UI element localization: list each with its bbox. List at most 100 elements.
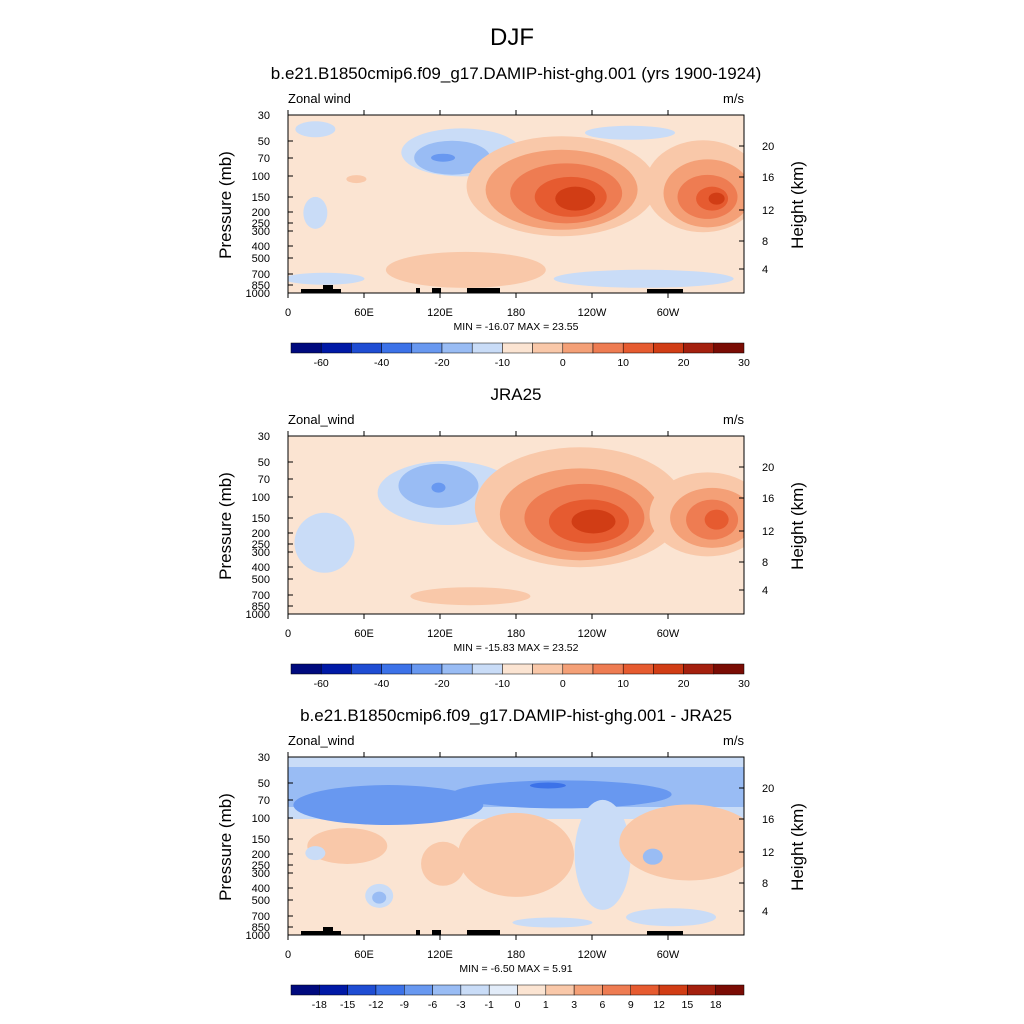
contour-region (574, 799, 631, 910)
colorbar-swatch (411, 663, 443, 675)
colorbar-swatch (562, 663, 594, 675)
x-tick-label: 120E (427, 949, 453, 961)
contour-region (708, 192, 725, 205)
height-tick-label: 16 (762, 814, 774, 826)
contour-region (555, 186, 596, 211)
contour-region (305, 846, 326, 861)
terrain-mask (301, 931, 341, 935)
height-tick-label: 12 (762, 205, 774, 217)
height-tick-label: 4 (762, 264, 768, 276)
y-tick-label: 100 (252, 171, 270, 183)
height-tick-label: 20 (762, 141, 774, 153)
colorbar-swatch (683, 342, 715, 354)
terrain-mask (323, 285, 333, 293)
y-tick-label: 300 (252, 868, 270, 880)
height-tick-label: 8 (762, 557, 768, 569)
colorbar-label: 0 (515, 999, 521, 1011)
y-tick-label: 500 (252, 895, 270, 907)
terrain-mask (467, 288, 500, 293)
colorbar-swatch (562, 342, 594, 354)
colorbar-label: -40 (374, 678, 389, 690)
y-tick-label: 400 (252, 562, 270, 574)
y-tick-label: 100 (252, 813, 270, 825)
y-tick-label: 700 (252, 590, 270, 602)
panel-1: b.e21.B1850cmip6.f09_g17.DAMIP-hist-ghg.… (216, 64, 807, 369)
colorbar-swatch (290, 984, 320, 996)
colorbar-label: -3 (456, 999, 465, 1011)
colorbar-label: -60 (314, 678, 329, 690)
terrain-mask (432, 288, 441, 293)
x-tick-label: 60W (657, 949, 680, 961)
colorbar-swatch (622, 663, 654, 675)
colorbar-swatch (411, 342, 443, 354)
y-tick-label: 150 (252, 192, 270, 204)
contour-region (571, 509, 616, 534)
colorbar-swatch (441, 663, 473, 675)
y-tick-label: 400 (252, 883, 270, 895)
colorbar-label: 20 (678, 678, 690, 690)
y-tick-label: 50 (258, 136, 270, 148)
x-tick-label: 0 (285, 949, 291, 961)
y-tick-label: 70 (258, 474, 270, 486)
y-tick-label: 150 (252, 513, 270, 525)
x-tick-label: 120W (578, 628, 607, 640)
colorbar-label: 9 (628, 999, 634, 1011)
colorbar-label: 18 (710, 999, 722, 1011)
colorbar-label: 15 (682, 999, 694, 1011)
panel-title: b.e21.B1850cmip6.f09_g17.DAMIP-hist-ghg.… (300, 706, 732, 725)
y-tick-label: 200 (252, 207, 270, 219)
x-tick-label: 60W (657, 628, 680, 640)
colorbar-swatch (532, 342, 564, 354)
y-tick-label: 250 (252, 218, 270, 230)
contour-field (288, 436, 744, 614)
colorbar-label: -20 (434, 357, 449, 369)
colorbar-swatch (653, 663, 684, 675)
terrain-mask (323, 927, 333, 935)
contour-region (458, 812, 574, 897)
contour-region (704, 509, 729, 530)
height-tick-label: 4 (762, 906, 768, 918)
colorbar-label: 10 (617, 678, 629, 690)
colorbar-label: -18 (312, 999, 327, 1011)
right-axis-title: Height (km) (788, 803, 807, 891)
colorbar-swatch (713, 342, 745, 354)
height-tick-label: 16 (762, 493, 774, 505)
min-max-label: MIN = -6.50 MAX = 5.91 (459, 963, 572, 975)
colorbar-label: -12 (368, 999, 383, 1011)
y-tick-label: 300 (252, 226, 270, 238)
colorbar-label: 0 (560, 678, 566, 690)
colorbar-swatch (471, 342, 503, 354)
colorbar-swatch (713, 663, 745, 675)
colorbar-swatch (653, 342, 684, 354)
contour-region (307, 828, 388, 864)
y-tick-label: 30 (258, 431, 270, 443)
colorbar-swatch (502, 342, 533, 354)
y-tick-label: 50 (258, 778, 270, 790)
min-max-label: MIN = -15.83 MAX = 23.52 (454, 642, 579, 654)
y-axis-title: Pressure (mb) (216, 793, 235, 901)
colorbar-swatch (381, 663, 413, 675)
colorbar-swatch (347, 984, 377, 996)
x-tick-label: 120E (427, 307, 453, 319)
contour-region (293, 785, 484, 826)
colorbar-label: 30 (738, 357, 750, 369)
colorbar-label: -1 (485, 999, 494, 1011)
variable-label: Zonal wind (288, 91, 351, 106)
colorbar-label: -9 (400, 999, 409, 1011)
y-tick-label: 850 (252, 922, 270, 934)
units-label: m/s (723, 733, 744, 748)
colorbar-swatch (573, 984, 603, 996)
x-tick-label: 60E (354, 949, 374, 961)
colorbar-swatch (290, 342, 322, 354)
y-tick-label: 250 (252, 860, 270, 872)
panel-title: b.e21.B1850cmip6.f09_g17.DAMIP-hist-ghg.… (271, 64, 761, 83)
colorbar-label: -40 (374, 357, 389, 369)
height-tick-label: 8 (762, 878, 768, 890)
height-tick-label: 20 (762, 783, 774, 795)
contour-region (619, 804, 744, 881)
variable-label: Zonal_wind (288, 412, 355, 427)
y-tick-label: 150 (252, 834, 270, 846)
colorbar-swatch (432, 984, 462, 996)
variable-label: Zonal_wind (288, 733, 355, 748)
